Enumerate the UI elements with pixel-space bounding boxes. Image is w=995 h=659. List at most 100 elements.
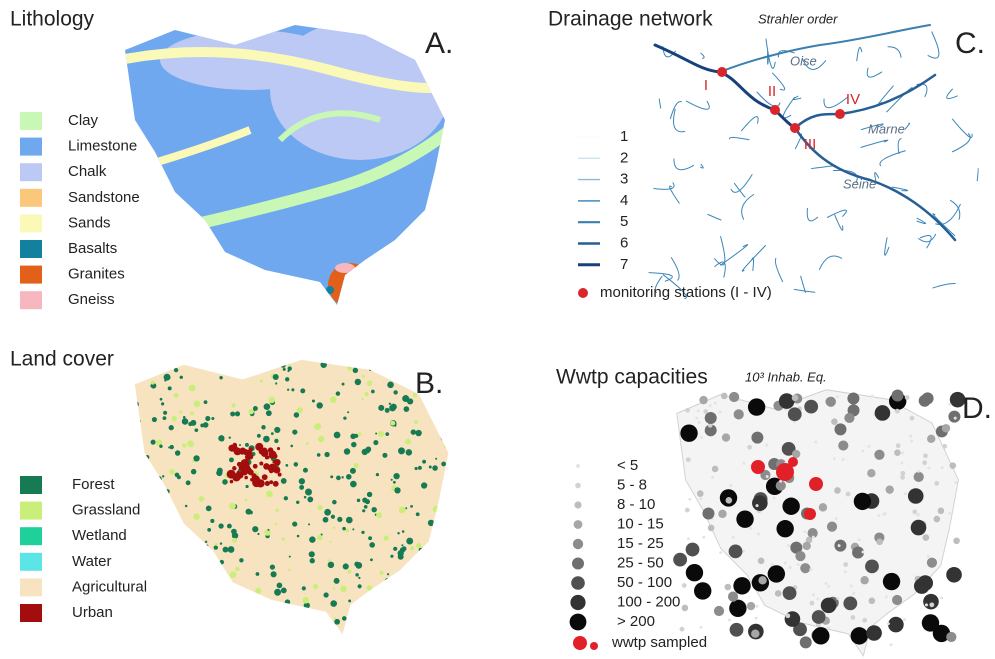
forest-patch	[190, 546, 193, 549]
forest-patch	[273, 374, 279, 380]
forest-patch	[266, 612, 270, 616]
legend-label: Sandstone	[68, 189, 140, 206]
forest-patch	[188, 422, 192, 426]
forest-patch	[156, 593, 159, 596]
forest-patch	[281, 478, 287, 484]
forest-patch	[281, 587, 287, 593]
wwtp-point	[954, 417, 957, 420]
forest-patch	[190, 363, 193, 366]
forest-patch	[414, 606, 420, 612]
tributary	[885, 238, 889, 255]
forest-patch	[249, 511, 253, 515]
forest-patch	[155, 506, 159, 510]
forest-patch	[444, 443, 449, 448]
forest-patch	[296, 501, 299, 504]
forest-patch	[163, 606, 169, 612]
tributary	[861, 140, 888, 147]
forest-patch	[433, 506, 440, 513]
wwtp-point	[867, 445, 870, 448]
forest-patch	[390, 555, 393, 558]
legend-swatch	[20, 502, 42, 520]
wwtp-point	[709, 404, 712, 407]
tributary	[933, 214, 955, 236]
forest-patch	[328, 562, 334, 568]
legend-label: 8 - 10	[617, 496, 655, 513]
forest-patch	[445, 470, 449, 474]
urban-patch	[232, 443, 237, 448]
forest-patch	[415, 467, 418, 470]
forest-patch	[355, 379, 361, 385]
forest-patch	[449, 583, 452, 586]
tributary	[880, 151, 905, 166]
tributary	[715, 237, 725, 265]
panel-letter: D.	[962, 392, 992, 425]
wwtp-point	[835, 517, 838, 520]
wwtp-point	[827, 626, 830, 629]
forest-patch	[160, 528, 166, 534]
forest-patch	[229, 457, 234, 462]
legend-label: Forest	[72, 476, 115, 493]
forest-patch	[445, 542, 449, 546]
wwtp-point	[929, 602, 934, 607]
wwtp-point	[747, 445, 752, 450]
forest-patch	[436, 586, 438, 588]
forest-patch	[406, 449, 413, 456]
forest-patch	[206, 505, 212, 511]
station	[835, 109, 845, 119]
forest-patch	[180, 376, 183, 379]
wwtp-point	[705, 412, 717, 424]
wwtp-point	[862, 551, 865, 554]
forest-patch	[393, 473, 399, 479]
wwtp-point	[954, 481, 957, 484]
forest-patch	[329, 541, 331, 543]
forest-patch	[369, 369, 371, 371]
forest-patch	[211, 364, 217, 370]
wwtp-point	[843, 562, 848, 567]
forest-patch	[387, 573, 389, 575]
wwtp-point	[919, 395, 931, 407]
forest-patch	[285, 377, 289, 381]
forest-patch	[260, 379, 263, 382]
forest-patch	[185, 629, 190, 634]
forest-patch	[416, 543, 421, 548]
wwtp-point	[904, 492, 907, 495]
forest-patch	[282, 537, 285, 540]
wwtp-point	[728, 592, 738, 602]
wwtp-point	[749, 527, 752, 530]
forest-patch	[333, 527, 335, 529]
legend-label: 1	[620, 128, 628, 145]
forest-patch	[309, 551, 315, 557]
forest-patch	[245, 498, 248, 501]
forest-patch	[283, 368, 286, 371]
forest-patch	[382, 453, 387, 458]
forest-patch	[385, 408, 390, 413]
wwtp-point	[687, 537, 690, 540]
tributary	[947, 89, 958, 98]
forest-patch	[304, 496, 307, 499]
forest-patch	[397, 358, 404, 365]
wwtp-point	[858, 538, 861, 541]
forest-patch	[446, 490, 449, 493]
wwtp-point	[827, 585, 830, 588]
tributary	[827, 210, 846, 217]
wwtp-point	[742, 462, 745, 465]
forest-patch	[334, 617, 336, 619]
wwtp-point	[851, 627, 868, 644]
tributary	[824, 97, 848, 108]
forest-patch	[316, 402, 322, 408]
forest-patch	[318, 354, 322, 358]
forest-patch	[342, 527, 346, 531]
wwtp-point	[758, 557, 765, 564]
forest-patch	[302, 597, 309, 604]
forest-patch	[261, 425, 265, 429]
panel-title: Land cover	[10, 348, 114, 371]
wwtp-point	[844, 413, 854, 423]
forest-patch	[140, 479, 145, 484]
wwtp-point	[923, 534, 930, 541]
forest-patch	[314, 423, 321, 430]
forest-patch	[387, 382, 394, 389]
tributary	[734, 183, 745, 197]
wwtp-point	[905, 395, 910, 400]
legend-label: 2	[620, 149, 628, 166]
forest-patch	[433, 551, 436, 554]
